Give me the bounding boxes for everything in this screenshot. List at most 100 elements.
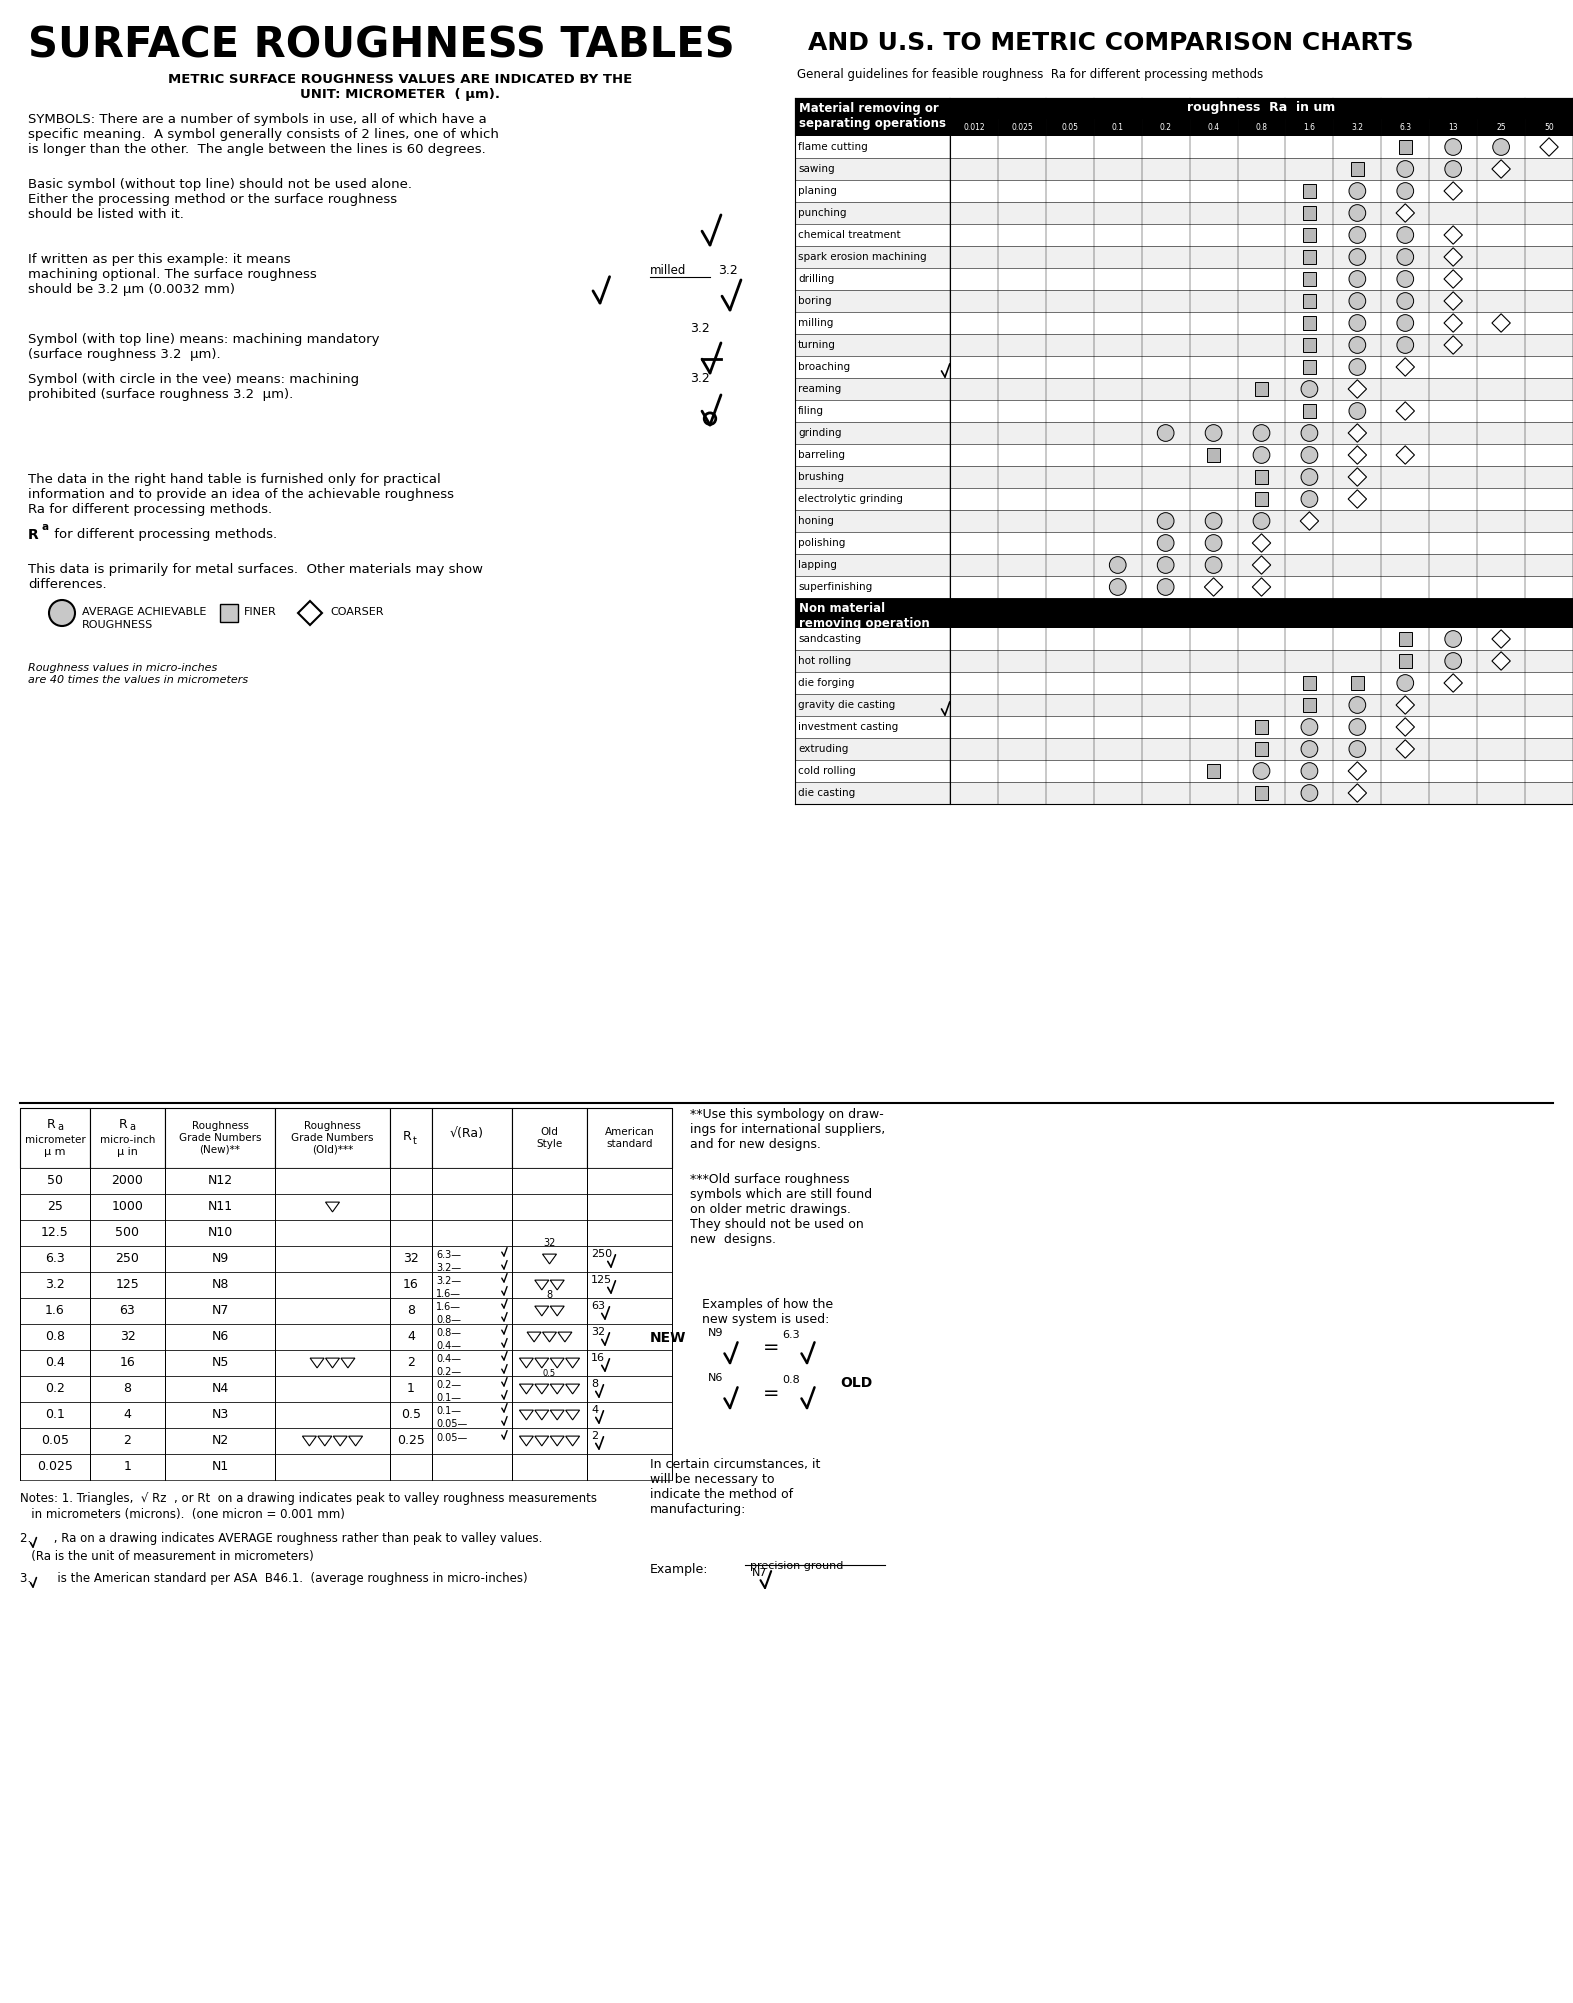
Text: Material removing or
separating operations: Material removing or separating operatio… <box>799 102 945 130</box>
Bar <box>1255 743 1268 755</box>
Text: μ in: μ in <box>116 1148 138 1158</box>
Circle shape <box>1350 337 1365 353</box>
Circle shape <box>1254 513 1269 529</box>
Bar <box>794 158 1573 180</box>
Bar <box>20 1108 90 1168</box>
Bar <box>511 1220 587 1246</box>
Bar <box>794 445 1573 467</box>
Circle shape <box>1446 138 1461 156</box>
Bar <box>1302 272 1317 286</box>
Bar <box>1351 677 1364 689</box>
Bar <box>165 1194 275 1220</box>
Bar <box>433 1428 511 1454</box>
Text: 3.       is the American standard per ASA  B46.1.  (average roughness in micro-i: 3. is the American standard per ASA B46.… <box>20 1572 527 1584</box>
Bar <box>220 605 238 623</box>
Text: die forging: die forging <box>798 677 854 687</box>
Polygon shape <box>1348 425 1367 443</box>
Text: 3.2: 3.2 <box>1351 122 1364 132</box>
Bar <box>433 1272 511 1298</box>
Bar <box>165 1376 275 1402</box>
Polygon shape <box>1397 695 1414 715</box>
Bar <box>390 1194 433 1220</box>
Bar <box>20 1428 90 1454</box>
Text: 3.2—: 3.2— <box>436 1264 461 1274</box>
Circle shape <box>1397 248 1414 264</box>
Polygon shape <box>349 1436 363 1446</box>
Text: 0.2—: 0.2— <box>436 1366 461 1376</box>
Polygon shape <box>1348 783 1367 801</box>
Bar <box>90 1298 165 1324</box>
Bar <box>20 1246 90 1272</box>
Bar <box>794 759 1573 781</box>
Text: N8: N8 <box>211 1278 228 1292</box>
Circle shape <box>1446 653 1461 669</box>
Bar <box>275 1324 390 1350</box>
Bar <box>20 1168 90 1194</box>
Bar <box>1334 118 1381 136</box>
Text: NEW: NEW <box>650 1332 686 1344</box>
Text: reaming: reaming <box>798 385 842 395</box>
Polygon shape <box>551 1384 565 1394</box>
Polygon shape <box>527 1332 541 1342</box>
Text: sawing: sawing <box>798 164 835 174</box>
Text: 3.2—: 3.2— <box>436 1276 461 1286</box>
Bar <box>794 98 950 136</box>
Bar <box>165 1324 275 1350</box>
Circle shape <box>1301 469 1318 485</box>
Bar <box>794 246 1573 268</box>
Polygon shape <box>318 1436 332 1446</box>
Polygon shape <box>551 1358 565 1368</box>
Bar <box>1351 162 1364 176</box>
Circle shape <box>1205 557 1222 573</box>
Bar <box>794 511 1573 533</box>
Bar <box>390 1168 433 1194</box>
Text: =: = <box>763 1384 780 1402</box>
Text: precision ground: precision ground <box>750 1560 843 1570</box>
Polygon shape <box>1397 739 1414 759</box>
Text: Examples of how the
   new system is used:: Examples of how the new system is used: <box>691 1298 834 1326</box>
Bar <box>1302 206 1317 220</box>
Bar <box>1302 677 1317 689</box>
Circle shape <box>1350 403 1365 419</box>
Polygon shape <box>297 601 322 625</box>
Text: 1: 1 <box>407 1382 415 1396</box>
Bar <box>390 1454 433 1480</box>
Text: Old
Style: Old Style <box>536 1128 563 1150</box>
Text: a: a <box>41 523 49 533</box>
Circle shape <box>1301 785 1318 801</box>
Text: R: R <box>118 1118 127 1132</box>
Bar <box>275 1220 390 1246</box>
Bar <box>587 1168 672 1194</box>
Text: 0.025: 0.025 <box>38 1460 72 1474</box>
Polygon shape <box>535 1384 549 1394</box>
Text: μ m: μ m <box>44 1148 66 1158</box>
Polygon shape <box>1491 629 1510 649</box>
Polygon shape <box>1444 337 1463 355</box>
Text: 32: 32 <box>543 1238 555 1248</box>
Polygon shape <box>1252 555 1271 575</box>
Text: N2: N2 <box>211 1434 228 1448</box>
Bar <box>950 118 997 136</box>
Polygon shape <box>1348 469 1367 487</box>
Text: COARSER: COARSER <box>330 607 384 617</box>
Text: N6: N6 <box>708 1372 724 1382</box>
Text: barreling: barreling <box>798 451 845 461</box>
Circle shape <box>1350 314 1365 330</box>
Text: AND U.S. TO METRIC COMPARISON CHARTS: AND U.S. TO METRIC COMPARISON CHARTS <box>809 30 1414 54</box>
Circle shape <box>1397 292 1414 308</box>
Text: 8: 8 <box>591 1378 598 1388</box>
Text: lapping: lapping <box>798 561 837 571</box>
Text: 6.3: 6.3 <box>46 1252 64 1266</box>
Text: polishing: polishing <box>798 539 845 549</box>
Text: die casting: die casting <box>798 787 856 797</box>
Bar <box>587 1246 672 1272</box>
Circle shape <box>1158 557 1173 573</box>
Text: FINER: FINER <box>244 607 277 617</box>
Bar <box>90 1454 165 1480</box>
Bar <box>90 1350 165 1376</box>
Bar <box>1189 118 1238 136</box>
Bar <box>390 1246 433 1272</box>
Text: in micrometers (microns).  (one micron = 0.001 mm): in micrometers (microns). (one micron = … <box>20 1508 344 1520</box>
Text: **Use this symbology on draw-
ings for international suppliers,
and for new desi: **Use this symbology on draw- ings for i… <box>691 1108 886 1152</box>
Bar <box>275 1168 390 1194</box>
